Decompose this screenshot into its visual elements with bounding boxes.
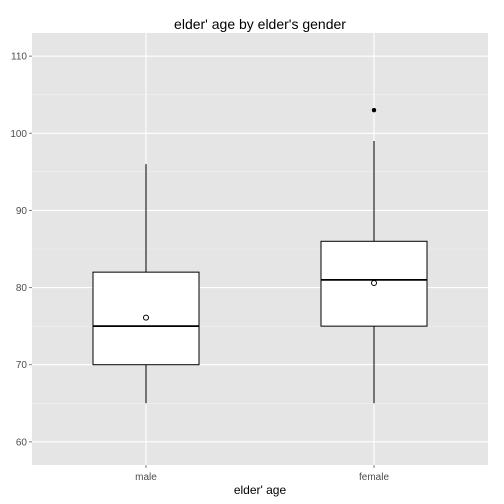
y-tick-label: 60 [16, 437, 28, 448]
mean-point [143, 314, 149, 321]
y-tick-label: 90 [16, 206, 28, 217]
y-axis-ticks: 60 70 80 90 100 110 [10, 52, 32, 448]
x-tick-label: female [359, 472, 389, 483]
x-axis-ticks: male female [135, 465, 389, 483]
outlier-point [371, 107, 377, 113]
x-axis-label: elder' age [234, 483, 287, 497]
y-tick-label: 70 [16, 360, 28, 371]
box-female [320, 107, 428, 404]
y-tick-label: 80 [16, 283, 28, 294]
mean-point [371, 279, 377, 286]
chart-title: elder' age by elder's gender [174, 16, 346, 32]
y-tick-label: 100 [10, 129, 27, 140]
boxes [92, 107, 428, 404]
x-tick-label: male [135, 472, 157, 483]
box-male [92, 164, 200, 404]
y-tick-label: 110 [11, 52, 27, 63]
